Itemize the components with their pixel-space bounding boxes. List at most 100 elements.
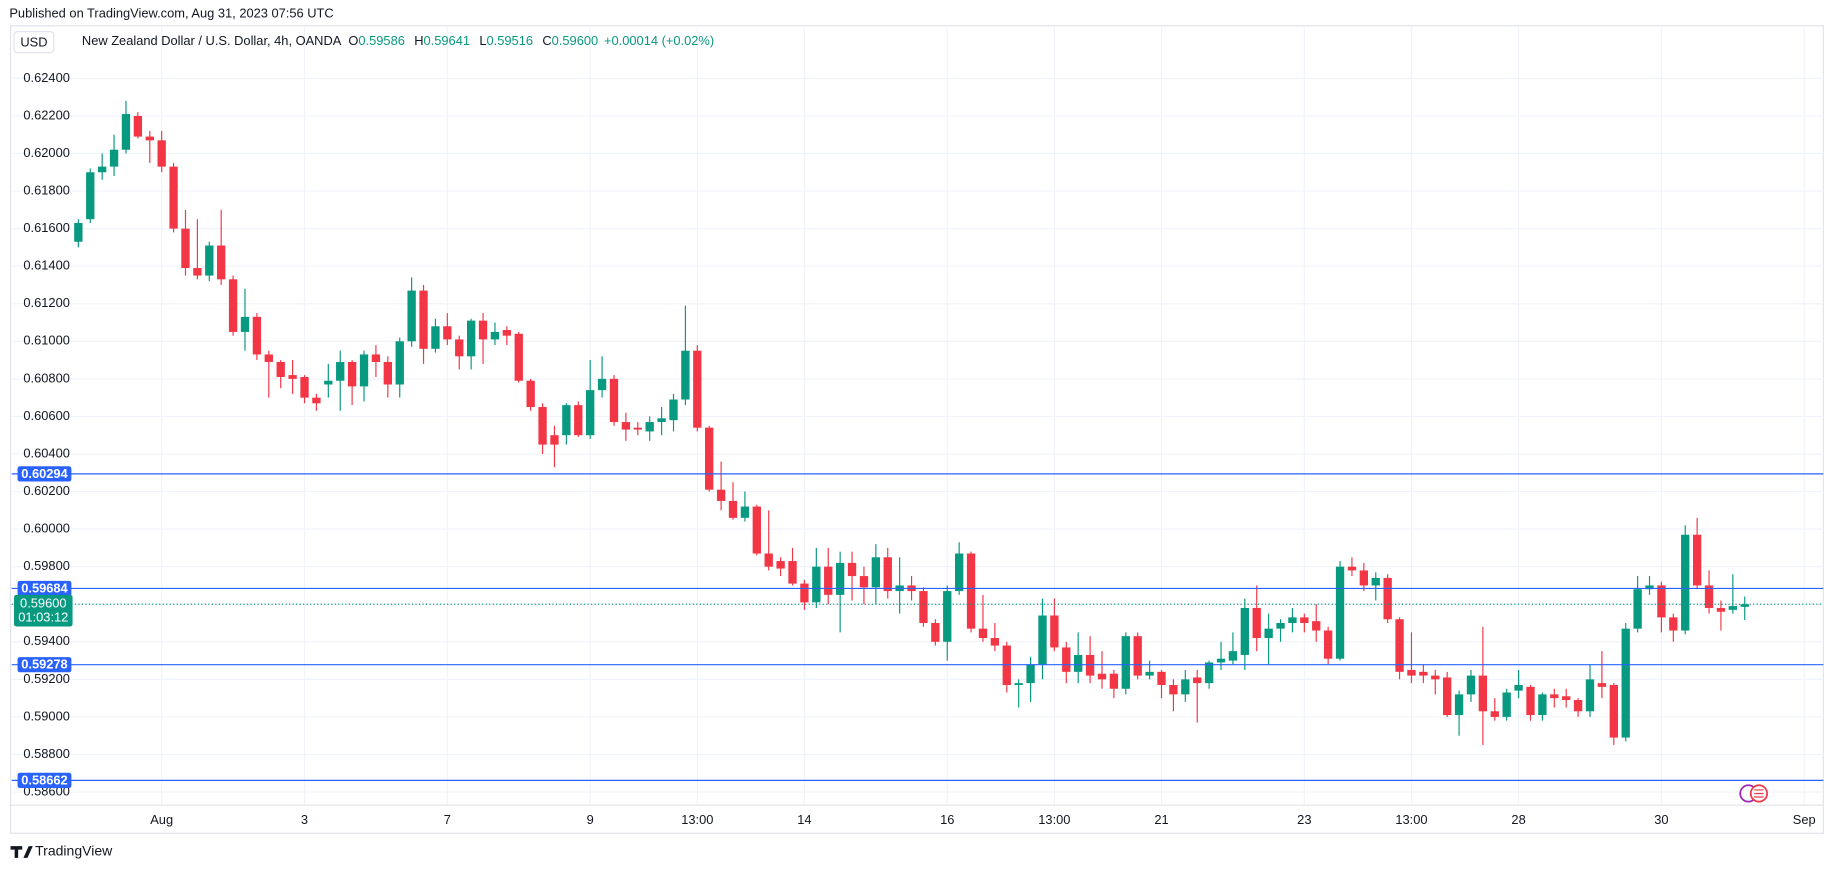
candle-body bbox=[443, 326, 452, 340]
candle-body bbox=[800, 583, 809, 603]
candle-body bbox=[1740, 604, 1749, 607]
candle-body bbox=[716, 489, 726, 501]
plot bbox=[11, 100, 1824, 781]
candle-body bbox=[74, 222, 83, 242]
y-tick-label: 0.59800 bbox=[23, 558, 69, 573]
candle-body bbox=[228, 279, 238, 332]
candle-body bbox=[1490, 711, 1499, 717]
x-tick-label: 30 bbox=[1654, 812, 1668, 827]
candle-body bbox=[455, 339, 464, 357]
candle-body bbox=[1692, 534, 1702, 586]
x-tick-label: 9 bbox=[587, 812, 594, 827]
candle-body bbox=[859, 576, 869, 588]
candle-body bbox=[217, 245, 226, 280]
candle-body bbox=[169, 166, 178, 229]
candle-body bbox=[1169, 684, 1178, 695]
candle-body bbox=[395, 341, 404, 385]
ohlc-key: C bbox=[542, 34, 551, 49]
ohlc-value: 0.59641 bbox=[424, 34, 470, 49]
price-label: 0.58662 bbox=[21, 772, 67, 787]
candle-body bbox=[1538, 694, 1547, 716]
candle-body bbox=[681, 350, 690, 400]
candle-body bbox=[276, 361, 285, 377]
candle-body bbox=[1716, 607, 1726, 612]
last-price-label: 0.59600 bbox=[20, 596, 66, 611]
symbol: New Zealand Dollar / U.S. Dollar, 4h, OA… bbox=[82, 34, 342, 49]
candle-body bbox=[1466, 675, 1476, 695]
candle-body bbox=[240, 316, 250, 332]
candle-body bbox=[1038, 615, 1047, 665]
candle-body bbox=[693, 350, 702, 428]
x-tick-label: 23 bbox=[1297, 812, 1311, 827]
candle-body bbox=[1050, 615, 1059, 648]
candle-body bbox=[835, 562, 845, 595]
candle-body bbox=[1514, 684, 1523, 691]
x-tick-label: 13:00 bbox=[1395, 812, 1427, 827]
candle-body bbox=[538, 407, 547, 445]
ohlc-key: O bbox=[348, 34, 358, 49]
candle-body bbox=[1371, 577, 1380, 586]
candle-body bbox=[1312, 621, 1321, 631]
candle-body bbox=[740, 506, 750, 518]
candle-body bbox=[1252, 607, 1261, 639]
candle-body bbox=[1431, 675, 1440, 680]
y-tick-label: 0.61800 bbox=[23, 182, 69, 197]
y-tick-label: 0.62000 bbox=[23, 145, 69, 160]
candle-body bbox=[1681, 534, 1690, 631]
ohlc-key: L bbox=[479, 34, 486, 49]
candle-body bbox=[669, 399, 678, 421]
candle-body bbox=[788, 561, 797, 584]
currency[interactable]: USD bbox=[20, 35, 47, 50]
candle-body bbox=[1133, 636, 1142, 676]
candle-body bbox=[550, 435, 559, 445]
price-label-box bbox=[17, 466, 72, 482]
y-tick-label: 0.60600 bbox=[23, 408, 69, 423]
price-label-box bbox=[17, 772, 72, 789]
y-tick-label: 0.59400 bbox=[23, 633, 69, 648]
candle-body bbox=[990, 638, 1000, 646]
candle-body bbox=[1335, 566, 1345, 659]
candle-body bbox=[1419, 671, 1428, 676]
candle-body bbox=[1300, 617, 1309, 624]
y-tick-label: 0.61000 bbox=[23, 333, 69, 348]
candle-body bbox=[1478, 675, 1488, 712]
candle-body bbox=[300, 376, 309, 398]
x-tick-label: 14 bbox=[797, 812, 811, 827]
candle-body bbox=[526, 380, 535, 408]
candle-body bbox=[633, 427, 642, 430]
y-tick-label: 0.62200 bbox=[23, 107, 69, 122]
candle-body bbox=[1728, 606, 1738, 610]
price-label: 0.59684 bbox=[21, 580, 68, 595]
y-tick-label: 0.61200 bbox=[23, 295, 69, 310]
candle-body bbox=[824, 566, 833, 595]
candle-body bbox=[966, 553, 976, 629]
y-tick-label: 0.60000 bbox=[23, 521, 69, 536]
y-tick-label: 0.60200 bbox=[23, 483, 69, 498]
x-tick-label: 13:00 bbox=[681, 812, 713, 827]
ohlc-value: 0.59586 bbox=[358, 34, 404, 49]
candle-body bbox=[371, 354, 381, 362]
candle-body bbox=[562, 405, 571, 436]
candle-body bbox=[383, 361, 392, 385]
candle-body bbox=[1585, 679, 1595, 712]
candle-body bbox=[1526, 686, 1535, 716]
candle-body bbox=[1228, 651, 1238, 661]
currency-box[interactable] bbox=[13, 31, 55, 54]
price-label-box bbox=[17, 580, 72, 597]
x-tick-label: Aug bbox=[150, 812, 173, 827]
candle-body bbox=[1669, 617, 1678, 631]
candle-body bbox=[1454, 694, 1464, 716]
y-tick-label: 0.59000 bbox=[23, 708, 69, 723]
candle-body bbox=[1407, 669, 1416, 676]
candle-body bbox=[431, 326, 440, 349]
candle-body bbox=[1645, 585, 1654, 590]
ohlc-key: H bbox=[414, 34, 423, 49]
countdown: 01:03:12 bbox=[18, 610, 68, 625]
candle-body bbox=[705, 427, 714, 490]
grid bbox=[11, 25, 1824, 806]
y-tick-label: 0.60400 bbox=[23, 445, 69, 460]
published-note: Published on TradingView.com, Aug 31, 20… bbox=[9, 5, 333, 20]
candle-body bbox=[1145, 671, 1154, 676]
